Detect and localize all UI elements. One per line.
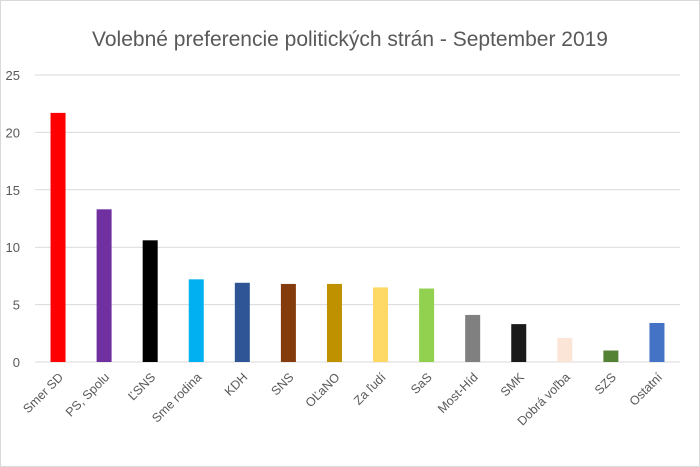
x-tick-label: Ostatní	[627, 370, 666, 409]
bar	[603, 350, 619, 362]
x-tick-label: SMK	[498, 370, 528, 400]
x-tick-label: Sme rodina	[149, 370, 204, 425]
bar	[511, 324, 527, 362]
y-tick-label: 10	[6, 240, 20, 255]
x-tick-label: Smer SD	[20, 370, 66, 416]
y-tick-label: 5	[13, 298, 20, 313]
x-tick-label: Most-Híd	[435, 370, 481, 416]
x-tick-label: OĽaNO	[303, 370, 343, 410]
bar	[557, 337, 573, 362]
x-tick-label: ĽSNS	[125, 370, 158, 403]
bar	[373, 287, 389, 362]
bar	[465, 314, 481, 362]
x-tick-label: SNS	[268, 370, 296, 398]
bar	[96, 209, 112, 362]
x-tick-label: PS, Spolu	[63, 370, 112, 419]
x-tick-label: SZS	[592, 370, 619, 397]
y-tick-label: 25	[6, 68, 20, 83]
y-tick-label: 0	[13, 355, 20, 370]
bar	[50, 112, 66, 362]
y-tick-label: 20	[6, 125, 20, 140]
bar	[280, 283, 296, 362]
bar	[419, 288, 435, 362]
bar	[188, 279, 204, 362]
bar	[142, 240, 158, 362]
bar	[234, 282, 250, 362]
y-tick-label: 15	[6, 183, 20, 198]
chart-title: Volebné preferencie politických strán - …	[92, 28, 608, 51]
x-tick-label: SaS	[408, 370, 435, 397]
x-tick-label: Za ľudí	[351, 370, 389, 408]
bar	[326, 283, 342, 362]
bar	[649, 322, 665, 362]
x-tick-label: KDH	[222, 370, 251, 399]
